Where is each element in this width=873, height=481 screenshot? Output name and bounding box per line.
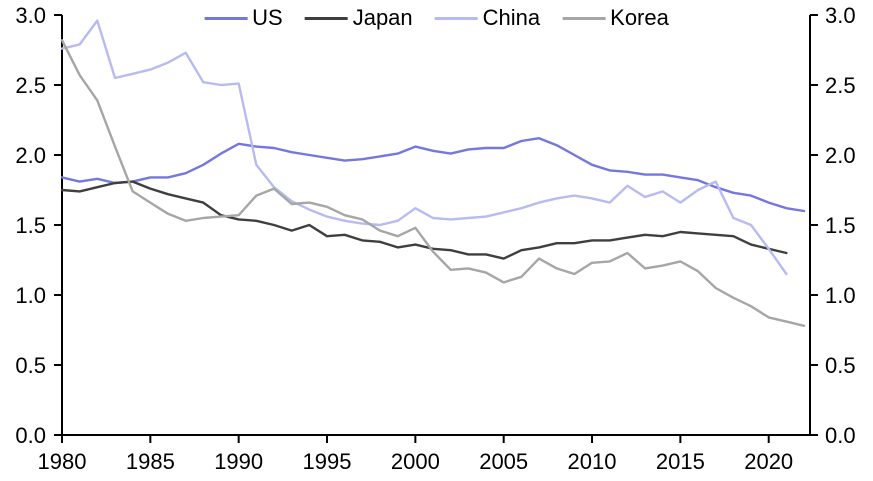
y-tick-label-right: 0.5 — [825, 353, 856, 378]
x-tick-label: 1985 — [126, 449, 175, 474]
y-tick-label-left: 2.5 — [15, 73, 46, 98]
legend-item-us: US — [204, 5, 283, 30]
y-tick-label-left: 0.0 — [15, 423, 46, 448]
legend-item-japan: Japan — [304, 5, 413, 30]
legend-label-china: China — [482, 5, 541, 30]
legend-item-china: China — [434, 5, 541, 30]
y-tick-label-right: 2.5 — [825, 73, 856, 98]
legend-label-korea: Korea — [610, 5, 669, 30]
y-tick-label-right: 1.5 — [825, 213, 856, 238]
legend-swatch-china — [434, 16, 478, 20]
x-tick-label: 2000 — [391, 449, 440, 474]
legend-label-japan: Japan — [352, 5, 413, 30]
y-tick-label-left: 2.0 — [15, 143, 46, 168]
y-tick-label-right: 2.0 — [825, 143, 856, 168]
x-tick-label: 1995 — [303, 449, 352, 474]
x-tick-label: 1990 — [214, 449, 263, 474]
x-tick-label: 2015 — [656, 449, 705, 474]
x-tick-label: 2020 — [744, 449, 793, 474]
x-tick-label: 2010 — [568, 449, 617, 474]
y-tick-label-left: 0.5 — [15, 353, 46, 378]
legend-swatch-us — [204, 16, 248, 20]
x-tick-label: 1980 — [38, 449, 87, 474]
x-tick-label: 2005 — [479, 449, 528, 474]
series-line-japan — [60, 180, 788, 260]
y-tick-label-left: 1.0 — [15, 283, 46, 308]
y-tick-label-left: 3.0 — [15, 3, 46, 28]
y-tick-label-right: 0.0 — [825, 423, 856, 448]
axes: 0.0 0.0 0.5 0.5 1.0 1.0 1.5 1.5 2.0 2.0 2.5 2.5 3.0 3… — [15, 3, 855, 474]
y-tick-label-right: 1.0 — [825, 283, 856, 308]
legend-swatch-japan — [304, 16, 348, 20]
series-line-china — [60, 19, 788, 276]
series-line-us — [60, 136, 806, 213]
legend-item-korea: Korea — [562, 5, 669, 30]
y-tick-label-right: 3.0 — [825, 3, 856, 28]
legend-swatch-korea — [562, 16, 606, 20]
legend-label-us: US — [252, 5, 283, 30]
series-line-korea — [60, 39, 806, 327]
chart-legend: US Japan China Korea — [204, 5, 669, 30]
y-tick-label-left: 1.5 — [15, 213, 46, 238]
